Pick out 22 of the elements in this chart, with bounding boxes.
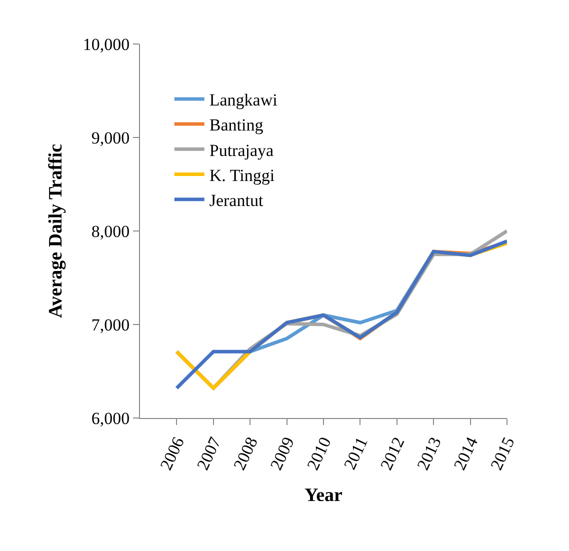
x-tick-label: 2013 <box>413 434 445 473</box>
legend-label: Putrajaya <box>209 140 274 160</box>
x-tick-label: 2008 <box>230 434 262 473</box>
x-tick-label: 2006 <box>156 434 188 473</box>
x-tick-label: 2014 <box>450 434 482 473</box>
x-tick-label: 2007 <box>193 434 225 473</box>
x-tick-label: 2012 <box>376 434 408 473</box>
x-tick-label: 2011 <box>340 434 372 472</box>
x-tick-label: 2010 <box>303 434 335 473</box>
x-axis-title: Year <box>304 484 344 506</box>
y-tick-label: 8,000 <box>91 222 130 241</box>
x-tick-label: 2015 <box>486 434 518 473</box>
x-tick-label: 2009 <box>266 434 298 473</box>
y-tick-label: 7,000 <box>91 315 130 334</box>
legend-label: Langkawi <box>209 90 278 110</box>
legend-label: K. Tinggi <box>209 166 275 185</box>
y-tick-label: 6,000 <box>91 408 130 428</box>
y-axis-title: Average Daily Traffic <box>46 144 67 318</box>
legend-label: Jerantut <box>209 190 264 210</box>
legend-label: Banting <box>209 116 264 135</box>
y-tick-label: 9,000 <box>91 128 130 148</box>
y-tick-label: 10,000 <box>82 34 130 54</box>
